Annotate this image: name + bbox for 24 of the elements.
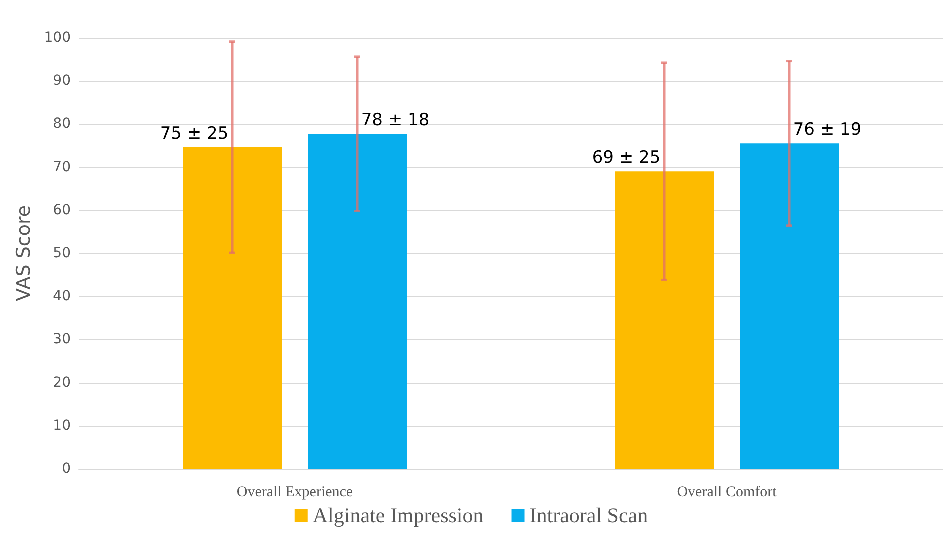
y-tick-label: 60 [53, 202, 71, 218]
legend-label: Intraoral Scan [530, 504, 649, 528]
data-label: 69 ± 25 [592, 148, 661, 168]
bar [615, 172, 714, 469]
legend-label: Alginate Impression [312, 504, 484, 528]
bar [740, 144, 839, 469]
y-tick-label: 50 [53, 246, 71, 262]
x-tick-label: Overall Experience [236, 484, 354, 500]
y-tick-label: 40 [53, 288, 71, 305]
x-tick-label: Overall Comfort [677, 484, 778, 500]
data-label: 76 ± 19 [793, 120, 862, 140]
y-tick-label: 90 [53, 73, 71, 90]
y-tick-label: 10 [53, 418, 71, 434]
y-tick-label: 30 [53, 332, 71, 348]
data-label: 75 ± 25 [160, 124, 229, 144]
y-tick-label: 0 [62, 461, 71, 477]
y-tick-label: 20 [53, 374, 71, 391]
y-tick-label: 70 [53, 159, 71, 176]
data-label: 78 ± 18 [361, 110, 430, 131]
bar [308, 134, 407, 469]
bar [183, 147, 282, 469]
y-axis-title: VAS Score [12, 205, 35, 302]
y-tick-label: 80 [53, 116, 71, 132]
y-tick-label: 100 [44, 30, 71, 46]
